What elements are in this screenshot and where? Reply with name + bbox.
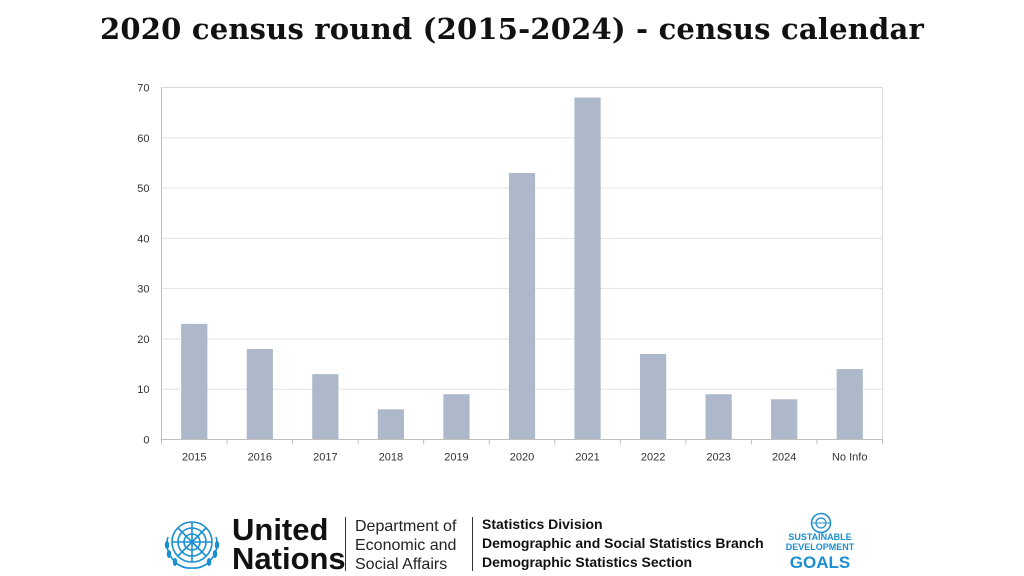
bar: [771, 399, 798, 440]
footer: United Nations Department of Economic an…: [0, 505, 1024, 576]
x-tick-label: 2017: [313, 452, 337, 464]
bar: [508, 172, 536, 440]
divider: [345, 517, 346, 571]
bar: [836, 369, 863, 440]
desa-line3: Social Affairs: [355, 556, 448, 573]
sdg-line2: DEVELOPMENT: [785, 542, 855, 552]
sdg-wheel-icon: [810, 512, 832, 534]
x-tick-label: 2022: [641, 452, 665, 464]
branch-text: Demographic and Social Statistics Branch: [482, 535, 764, 551]
bar: [181, 323, 208, 440]
x-tick-label: 2024: [772, 452, 796, 464]
divider: [472, 517, 473, 571]
x-tick-label: No Info: [832, 452, 867, 464]
x-tick-label: 2015: [182, 452, 206, 464]
y-tick-label: 50: [137, 183, 149, 195]
bar: [312, 374, 339, 440]
bars: [181, 97, 863, 440]
bar: [705, 394, 732, 440]
y-tick-label: 20: [137, 334, 149, 346]
desa-line2: Economic and: [355, 537, 457, 554]
y-tick-label: 0: [143, 435, 149, 447]
x-tick-label: 2019: [444, 452, 468, 464]
y-tick-label: 60: [137, 133, 149, 145]
sdg-goals: GOALS: [789, 553, 851, 572]
y-tick-label: 70: [137, 83, 149, 95]
x-tick-label: 2023: [706, 452, 730, 464]
tick-labels: 0 10 20 30 40 50 60 70 2015 2016 2017 2018 2019 2020 2…: [137, 83, 867, 464]
x-tick-label: 2016: [248, 452, 272, 464]
un-emblem-icon: [164, 521, 220, 569]
bar: [377, 409, 405, 440]
bar: [443, 394, 470, 440]
x-tick-label: 2018: [379, 452, 403, 464]
desa-line1: Department of: [355, 518, 457, 535]
y-tick-label: 10: [137, 384, 149, 396]
un-wordmark-line1: United: [232, 512, 329, 547]
bar: [574, 97, 601, 440]
bar-chart: 0 10 20 30 40 50 60 70 2015 2016 2017 2018 2019 2020 2…: [137, 83, 883, 464]
statistics-division-text: Statistics Division: [482, 516, 603, 532]
page-title: 2020 census round (2015-2024) - census c…: [100, 12, 924, 46]
un-wordmark-line2: Nations: [232, 541, 346, 576]
axes: [161, 87, 883, 445]
bar: [246, 348, 273, 440]
section-text: Demographic Statistics Section: [482, 554, 693, 570]
y-tick-label: 40: [137, 233, 149, 245]
sdg-line1: SUSTAINABLE: [788, 532, 852, 542]
x-tick-label: 2020: [510, 452, 534, 464]
bar: [639, 354, 667, 440]
y-tick-label: 30: [137, 284, 149, 296]
x-tick-label: 2021: [575, 452, 599, 464]
